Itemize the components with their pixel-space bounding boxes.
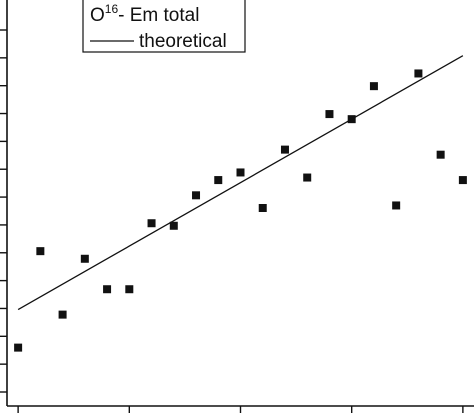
data-point [236, 168, 245, 177]
data-point [214, 176, 223, 185]
data-point [58, 310, 67, 319]
data-point [125, 285, 134, 294]
data-point [369, 82, 378, 91]
legend-label-theoretical: theoretical [139, 31, 227, 52]
data-point [458, 176, 467, 185]
data-point [192, 191, 201, 200]
data-point [36, 247, 45, 256]
plot-area [14, 55, 467, 352]
y-axis-ticks [0, 29, 7, 393]
legend: O16- Em total theoretical [82, 0, 246, 53]
theoretical-fit-line [17, 55, 464, 311]
data-point [258, 204, 267, 212]
data-point [147, 219, 156, 228]
data-point [103, 285, 112, 294]
data-point [414, 69, 423, 78]
data-point [436, 150, 445, 159]
data-point [392, 201, 401, 210]
data-point [303, 173, 312, 182]
x-axis-ticks [17, 406, 464, 413]
legend-box [82, 0, 246, 53]
data-point [325, 110, 334, 119]
data-point [169, 221, 178, 230]
legend-label-scatter: O16- Em total [90, 2, 199, 26]
data-point [280, 145, 289, 154]
data-point [80, 254, 89, 263]
data-point [14, 343, 23, 352]
